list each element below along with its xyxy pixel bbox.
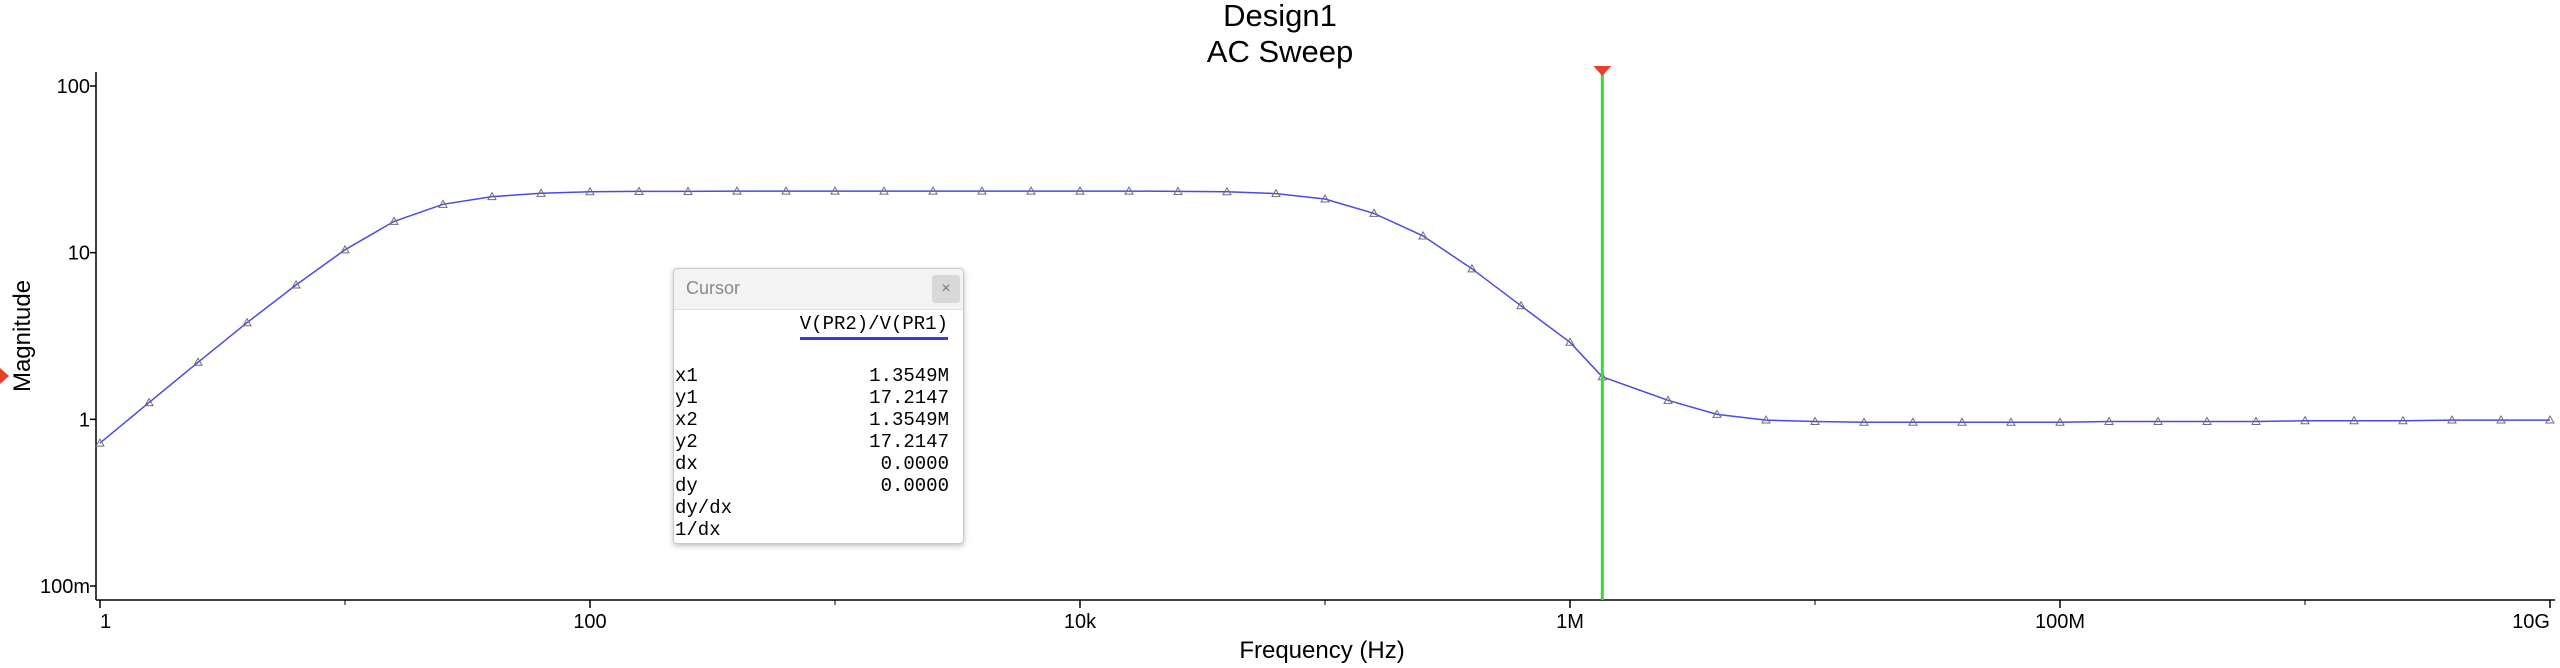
data-point-marker: [242, 317, 252, 327]
data-point-marker: [2496, 415, 2506, 424]
cursor-panel[interactable]: Cursor × V(PR2)/V(PR1) x1 1.3549M y1 17.…: [673, 268, 964, 544]
data-point-marker: [2545, 415, 2555, 424]
cursor-row-key: dy/dx: [675, 497, 733, 519]
data-point-marker: [291, 279, 301, 289]
data-point-marker: [2006, 417, 2016, 426]
chart-title: Design1: [1223, 0, 1337, 33]
data-point-marker: [977, 186, 987, 195]
series-line: [99, 190, 2550, 444]
data-point-marker: [1516, 300, 1526, 310]
cursor-row-dy: dy 0.0000: [674, 475, 949, 497]
data-point-marker: [1026, 186, 1036, 195]
data-point-marker: [2153, 416, 2163, 426]
cursor-series-name: V(PR2)/V(PR1): [799, 313, 948, 340]
cursor-row-y1: y1 17.2147: [674, 387, 949, 409]
cursor-row-x1: x1 1.3549M: [674, 365, 949, 387]
cursor-row-key: y1: [675, 387, 698, 409]
cursor-panel-title: Cursor: [686, 278, 741, 298]
data-point-marker: [2300, 415, 2310, 425]
data-point-marker: [1712, 409, 1722, 418]
data-point-marker: [585, 186, 595, 196]
cursor-row-value: 1.3549M: [869, 409, 949, 431]
data-point-marker: [1369, 208, 1379, 217]
data-point-marker: [634, 186, 644, 195]
data-point-marker: [879, 186, 889, 195]
cursor-row-value: 1.3549M: [869, 365, 949, 387]
data-point-marker: [2104, 416, 2114, 426]
data-point-marker: [1271, 188, 1281, 198]
cursor-row-key: dx: [675, 453, 698, 475]
cursor-row-value: 17.2147: [869, 431, 949, 453]
data-point-marker: [928, 186, 938, 195]
y-tick-label: 1: [79, 409, 90, 431]
data-point-marker: [2055, 417, 2065, 426]
data-point-marker: [1957, 417, 1967, 426]
chart-subtitle: AC Sweep: [1207, 34, 1353, 69]
x-axis-ticks: 1 100 10k 1M 100M 10G: [99, 600, 2551, 633]
data-point-marker: [683, 186, 693, 195]
cursor-row-key: 1/dx: [675, 519, 721, 541]
data-point-marker: [1810, 416, 1820, 426]
data-point-marker: [2349, 415, 2359, 425]
cursor-row-value: 17.2147: [869, 387, 949, 409]
x-tick-label: 10G: [2512, 611, 2550, 633]
cursor-row-value: 0.0000: [880, 453, 949, 475]
data-point-marker: [487, 191, 497, 201]
cursor-row-key: x1: [675, 365, 698, 387]
data-point-marker: [830, 186, 840, 195]
data-point-marker: [1124, 186, 1134, 195]
data-point-marker: [1222, 186, 1232, 196]
cursor-row-dx: dx 0.0000: [674, 453, 949, 475]
x-tick-label: 1: [100, 611, 111, 633]
y-tick-label: 100m: [40, 576, 90, 598]
x-tick-label: 1M: [1556, 611, 1584, 633]
data-point-marker: [1565, 337, 1575, 346]
cursor-row-y2: y2 17.2147: [674, 431, 949, 453]
data-point-marker: [2447, 415, 2457, 424]
x-tick-label: 100: [573, 611, 606, 633]
x-axis-label: Frequency (Hz): [1239, 637, 1404, 664]
data-point-marker: [536, 188, 546, 197]
data-point-marker: [1908, 417, 1918, 426]
data-point-marker: [1663, 395, 1673, 404]
x-tick-label: 10k: [1064, 611, 1097, 633]
data-point-marker: [144, 397, 154, 407]
data-point-marker: [1761, 415, 1771, 424]
data-point-marker: [1859, 417, 1869, 426]
data-point-marker: [732, 186, 742, 195]
y-axis-label: Magnitude: [9, 280, 36, 392]
data-point-marker: [781, 186, 791, 195]
close-icon[interactable]: ×: [932, 275, 960, 303]
data-point-marker: [1320, 193, 1330, 203]
cursor-row-value: 0.0000: [880, 475, 949, 497]
data-point-marker: [389, 216, 399, 225]
cursor-row-dydx: dy/dx: [674, 497, 949, 519]
cursor-panel-header[interactable]: Cursor ×: [674, 269, 963, 310]
y-tick-label: 10: [68, 243, 90, 265]
data-point-marker: [340, 244, 350, 254]
data-point-marker: [193, 357, 203, 366]
data-point-marker: [1467, 263, 1477, 273]
cursor-handle-icon[interactable]: [1593, 66, 1612, 76]
y-tick-label: 100: [57, 76, 90, 98]
x-tick-label: 100M: [2035, 611, 2085, 633]
data-point-marker: [1418, 230, 1428, 240]
data-point-marker: [438, 199, 448, 208]
cursor-row-invdx: 1/dx: [674, 519, 949, 541]
cursor-row-key: x2: [675, 409, 698, 431]
series-layer: [95, 186, 2555, 447]
y-axis-ticks: 100 10 1 100m: [40, 76, 96, 598]
data-point-marker: [2202, 416, 2212, 426]
data-point-marker: [1173, 186, 1183, 195]
y-axis-cursor-marker[interactable]: [0, 368, 9, 384]
data-point-marker: [2251, 416, 2261, 426]
data-point-marker: [1075, 186, 1085, 195]
data-point-marker: [95, 438, 105, 447]
cursor-row-x2: x2 1.3549M: [674, 409, 949, 431]
cursor-row-key: y2: [675, 431, 698, 453]
data-point-marker: [2398, 415, 2408, 425]
cursor-row-key: dy: [675, 475, 698, 497]
